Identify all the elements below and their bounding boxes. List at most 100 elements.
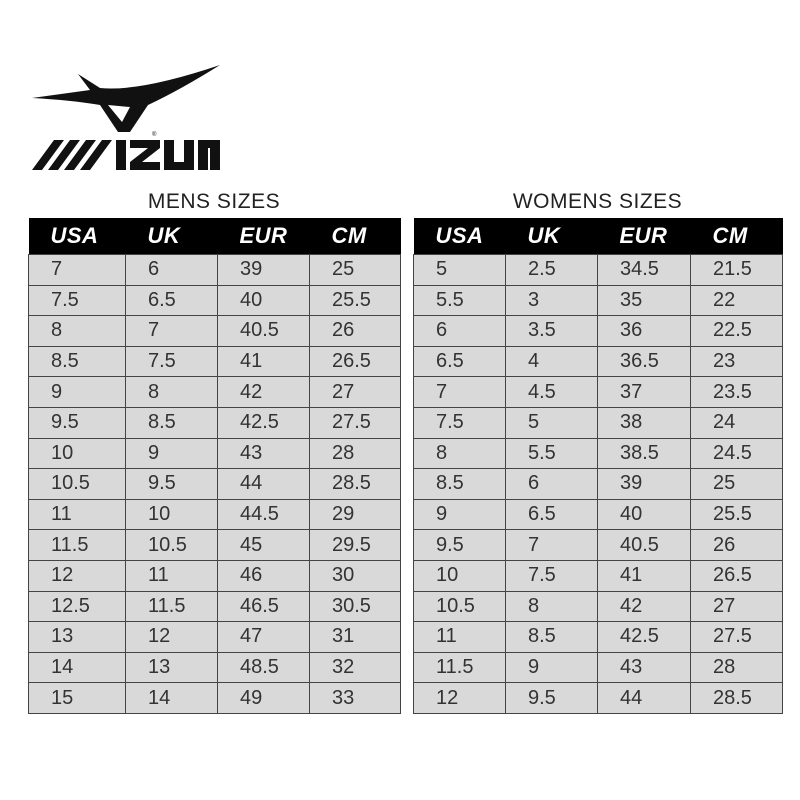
cell-uk: 13: [125, 651, 218, 684]
cell-usa: 11.5: [28, 529, 126, 561]
cell-usa: 10.5: [28, 468, 126, 500]
cell-uk: 10: [125, 498, 218, 531]
cell-uk: 6: [505, 468, 598, 500]
cell-eur: 46.5: [217, 590, 310, 623]
cell-usa: 10: [413, 559, 506, 592]
table-row: 9.5 8.5 42.5 27.5: [28, 406, 401, 439]
table-row: 15 14 49 33: [28, 682, 401, 714]
column-header-uk: UK: [505, 218, 598, 255]
cell-uk: 8.5: [125, 406, 218, 439]
cell-usa: 7: [28, 254, 126, 286]
cell-cm: 28.5: [690, 682, 783, 714]
column-header-uk: UK: [125, 218, 218, 255]
column-header-eur: EUR: [217, 218, 310, 255]
cell-usa: 12: [413, 682, 506, 714]
table-row: 12 11 46 30: [28, 559, 401, 592]
cell-usa: 8: [28, 315, 126, 347]
cell-cm: 26.5: [690, 559, 783, 592]
column-header-usa: USA: [28, 218, 126, 255]
cell-usa: 9: [28, 376, 126, 408]
cell-usa: 7: [413, 376, 506, 408]
cell-cm: 29.5: [309, 529, 401, 561]
cell-usa: 13: [28, 621, 126, 653]
table-row: 9 8 42 27: [28, 376, 401, 408]
table-row: 9 6.5 40 25.5: [413, 498, 783, 531]
cell-eur: 36.5: [597, 345, 691, 378]
cell-uk: 5: [505, 406, 598, 439]
table-row: 9.5 7 40.5 26: [413, 529, 783, 561]
cell-uk: 14: [125, 682, 218, 714]
table-row: 10 7.5 41 26.5: [413, 559, 783, 592]
cell-uk: 9: [125, 437, 218, 470]
cell-cm: 30.5: [309, 590, 401, 623]
cell-cm: 30: [309, 559, 401, 592]
cell-cm: 25: [690, 468, 783, 500]
cell-uk: 9: [505, 651, 598, 684]
cell-cm: 23: [690, 345, 783, 378]
table-row: 8.5 6 39 25: [413, 468, 783, 500]
runbird-icon: [32, 65, 220, 132]
header-row: USA UK EUR CM: [413, 218, 783, 255]
table-row: 12 9.5 44 28.5: [413, 682, 783, 714]
cell-uk: 8: [505, 590, 598, 623]
table-row: 14 13 48.5 32: [28, 651, 401, 684]
cell-cm: 26.5: [309, 345, 401, 378]
table-row: 6.5 4 36.5 23: [413, 345, 783, 378]
womens-size-table: USA UK EUR CM 5 2.5 34.5 21.5 5.5 3 35 22 6 3.5 36 22.…: [413, 218, 783, 714]
cell-uk: 3: [505, 284, 598, 317]
cell-eur: 40.5: [217, 315, 310, 347]
cell-eur: 43: [597, 651, 691, 684]
table-row: 8.5 7.5 41 26.5: [28, 345, 401, 378]
womens-sizes-title: WOMENS SIZES: [512, 190, 683, 213]
table-row: 5 2.5 34.5 21.5: [413, 254, 783, 286]
cell-uk: 12: [125, 621, 218, 653]
table-row: 8 7 40.5 26: [28, 315, 401, 347]
table-row: 11 10 44.5 29: [28, 498, 401, 531]
cell-uk: 9.5: [505, 682, 598, 714]
cell-usa: 12.5: [28, 590, 126, 623]
column-header-cm: CM: [690, 218, 783, 255]
cell-usa: 10.5: [413, 590, 506, 623]
cell-usa: 14: [28, 651, 126, 684]
cell-eur: 49: [217, 682, 310, 714]
cell-eur: 37: [597, 376, 691, 408]
cell-eur: 40.5: [597, 529, 691, 561]
cell-usa: 12: [28, 559, 126, 592]
table-row: 7 4.5 37 23.5: [413, 376, 783, 408]
cell-usa: 8.5: [28, 345, 126, 378]
cell-eur: 48.5: [217, 651, 310, 684]
cell-eur: 39: [217, 254, 310, 286]
cell-eur: 41: [597, 559, 691, 592]
cell-cm: 27: [690, 590, 783, 623]
table-row: 5.5 3 35 22: [413, 284, 783, 317]
cell-cm: 28: [690, 651, 783, 684]
cell-eur: 47: [217, 621, 310, 653]
cell-eur: 42: [217, 376, 310, 408]
cell-eur: 40: [597, 498, 691, 531]
cell-cm: 27: [309, 376, 401, 408]
cell-usa: 10: [28, 437, 126, 470]
table-row: 11 8.5 42.5 27.5: [413, 621, 783, 653]
table-row: 10.5 8 42 27: [413, 590, 783, 623]
cell-cm: 26: [690, 529, 783, 561]
table-row: 7 6 39 25: [28, 254, 401, 286]
cell-eur: 44: [597, 682, 691, 714]
header-row: USA UK EUR CM: [28, 218, 401, 255]
table-row: 7.5 5 38 24: [413, 406, 783, 439]
cell-eur: 44.5: [217, 498, 310, 531]
cell-usa: 6.5: [413, 345, 506, 378]
cell-eur: 39: [597, 468, 691, 500]
cell-eur: 38.5: [597, 437, 691, 470]
cell-usa: 9.5: [28, 406, 126, 439]
cell-usa: 8: [413, 437, 506, 470]
cell-cm: 22.5: [690, 315, 783, 347]
cell-cm: 24: [690, 406, 783, 439]
cell-usa: 15: [28, 682, 126, 714]
cell-uk: 7.5: [125, 345, 218, 378]
cell-uk: 6: [125, 254, 218, 286]
cell-usa: 9: [413, 498, 506, 531]
cell-cm: 31: [309, 621, 401, 653]
column-header-cm: CM: [309, 218, 401, 255]
cell-eur: 45: [217, 529, 310, 561]
cell-cm: 27.5: [690, 621, 783, 653]
